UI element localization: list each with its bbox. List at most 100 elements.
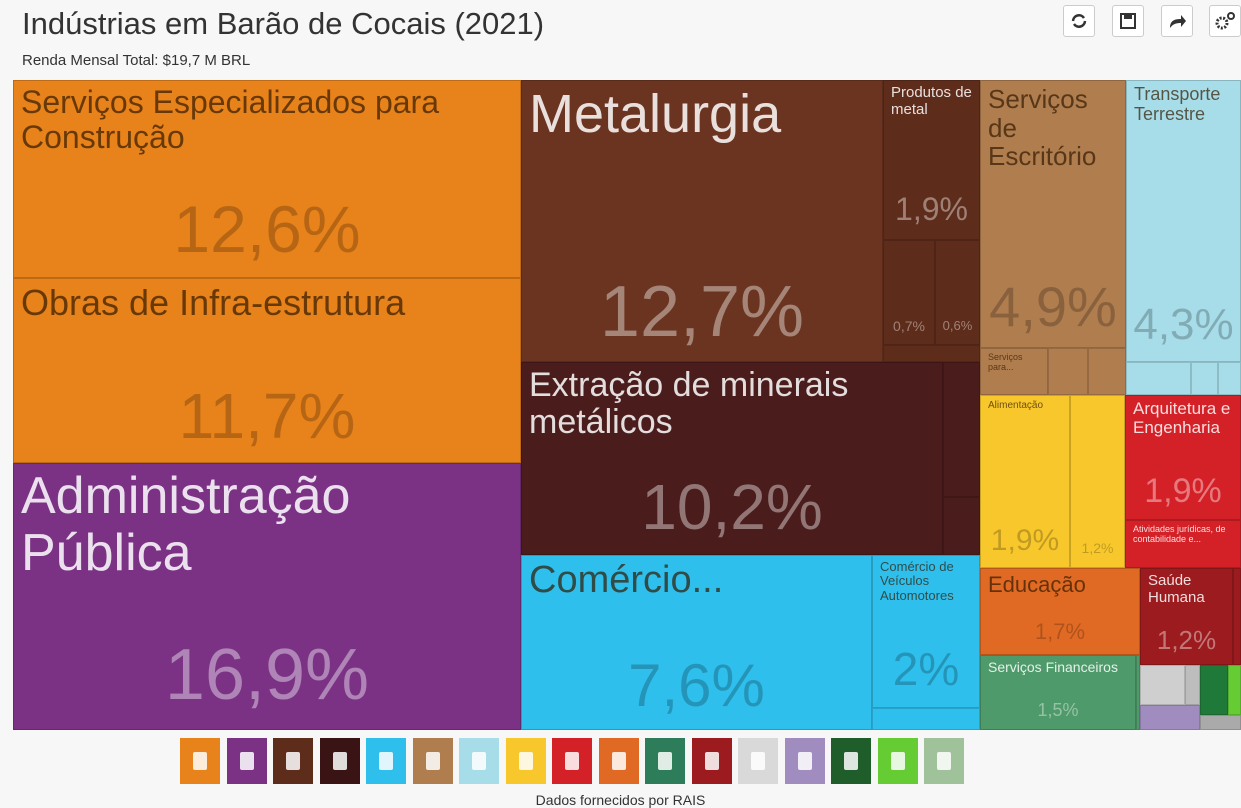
cell-value: 12,6% (173, 192, 361, 266)
small-cell (943, 497, 980, 555)
treemap-cell: Educação 1,7% (980, 568, 1140, 655)
treemap-cell: Obras de Infra-estrutura 11,7% (13, 278, 521, 463)
cell-value: 7,6% (628, 652, 765, 719)
cell-label: Arquitetura e Engenharia (1133, 399, 1231, 437)
treemap-cell: Extração de minerais metálicos 10,2% (521, 362, 943, 555)
icon-glyph (565, 752, 579, 770)
cell-label: Serviços para... (988, 352, 1023, 372)
save-icon (1120, 13, 1136, 29)
treemap-cell: Arquitetura e Engenharia 1,9% (1125, 395, 1241, 520)
cell-value: 12,7% (599, 272, 805, 352)
small-cell (1140, 705, 1200, 730)
filter-icon[interactable] (505, 738, 546, 784)
refresh-icon (1071, 14, 1087, 28)
cell-value: 1,5% (1037, 700, 1079, 720)
filter-icon[interactable] (459, 738, 499, 784)
treemap-cell: Comércio de Veículos Automotores 2% (872, 555, 980, 708)
treemap-cell: Administração Pública 16,9% (13, 463, 521, 730)
treemap-cell: Alimentação 1,9% (980, 395, 1070, 568)
treemap-cell: Comércio... 7,6% (521, 555, 872, 730)
icon-glyph (518, 752, 533, 770)
icon-glyph (611, 752, 626, 770)
icon-glyph (379, 752, 393, 770)
treemap-cell: Serviços para... (980, 348, 1048, 395)
treemap-cell: Serviços de Escritório 4,9% (980, 80, 1126, 348)
filter-icon[interactable] (877, 738, 918, 784)
icon-glyph (193, 752, 207, 770)
small-cell (1191, 362, 1218, 395)
filter-icon[interactable] (691, 738, 732, 784)
icon-glyph (332, 752, 347, 770)
cell-label: Serviços de Escritório (988, 84, 1097, 172)
cell-value: 1,2% (1156, 625, 1217, 655)
cell-label: Obras de Infra-estrutura (21, 282, 406, 323)
small-cell (883, 345, 980, 362)
share-button[interactable] (1161, 5, 1193, 37)
cell-label: Comércio... (529, 559, 724, 601)
cell-label: Produtos de metal (891, 84, 972, 118)
icon-glyph (704, 752, 719, 770)
small-cell (943, 362, 980, 497)
cell-value: 0,7% (893, 318, 925, 334)
treemap-cell: Transporte Terrestre 4,3% (1126, 80, 1241, 362)
cell-value: 11,7% (178, 380, 356, 452)
small-cell (1088, 348, 1126, 395)
icon-glyph (797, 752, 812, 770)
small-cell (1126, 362, 1191, 395)
save-button[interactable] (1112, 5, 1144, 37)
filter-icon[interactable] (552, 738, 592, 784)
cell-label: Metalurgia (529, 84, 782, 144)
filter-icon[interactable] (784, 738, 825, 784)
settings-button[interactable] (1209, 5, 1241, 37)
cell-value: 1,2% (1081, 540, 1114, 556)
filter-icon[interactable] (598, 738, 639, 784)
treemap-cell: 0,7% (883, 240, 935, 345)
share-icon (1170, 15, 1186, 28)
icon-glyph (937, 752, 951, 770)
icon-glyph (239, 752, 254, 770)
small-cell (1185, 665, 1200, 705)
treemap-cell: 0,6% (935, 240, 980, 345)
cell-label: Transporte Terrestre (1134, 84, 1221, 124)
filter-icon[interactable] (412, 738, 453, 784)
icon-glyph (658, 752, 672, 770)
cell-value: 1,9% (1144, 472, 1222, 510)
filter-icon[interactable] (831, 738, 871, 784)
source: Dados fornecidos por RAIS (535, 792, 706, 808)
small-cell (1136, 655, 1140, 730)
icon-glyph (286, 752, 300, 770)
small-cell (1200, 715, 1241, 730)
cell-label: Extração de minerais metálicos (529, 366, 849, 442)
icon-glyph (890, 752, 905, 770)
filter-icon[interactable] (366, 738, 406, 784)
cell-value: 1,9% (990, 524, 1060, 557)
filter-icon[interactable] (738, 738, 778, 784)
icon-glyph (844, 752, 858, 770)
filter-icon[interactable] (924, 738, 964, 784)
filter-icon[interactable] (226, 738, 267, 784)
icon-glyph (425, 752, 440, 770)
refresh-button[interactable] (1063, 5, 1095, 37)
cell-label: Educação (988, 572, 1086, 597)
settings-icon (1215, 12, 1235, 30)
filter-icon[interactable] (180, 738, 220, 784)
cell-label: Serviços Financeiros (988, 659, 1118, 675)
filter-icon[interactable] (645, 738, 685, 784)
filter-icon[interactable] (273, 738, 313, 784)
title: Indústrias em Barão de Cocais (2021) (22, 6, 545, 41)
small-cell (1228, 665, 1241, 715)
small-cell (1233, 568, 1241, 665)
cell-value: 4,3% (1133, 300, 1234, 349)
cell-value: 1,7% (1034, 619, 1086, 644)
filter-icon[interactable] (319, 738, 360, 784)
cell-value: 0,6% (942, 318, 973, 333)
small-cell (1140, 665, 1185, 705)
small-cell (1200, 665, 1228, 715)
icon-glyph (472, 752, 486, 770)
small-cell (1048, 348, 1088, 395)
cell-label: Atividades jurídicas, de contabilidade e… (1133, 524, 1226, 544)
cell-value: 4,9% (989, 275, 1117, 338)
treemap-cell: Serviços Especializados para Construção 1… (13, 80, 521, 278)
cell-label: Alimentação (988, 400, 1044, 411)
